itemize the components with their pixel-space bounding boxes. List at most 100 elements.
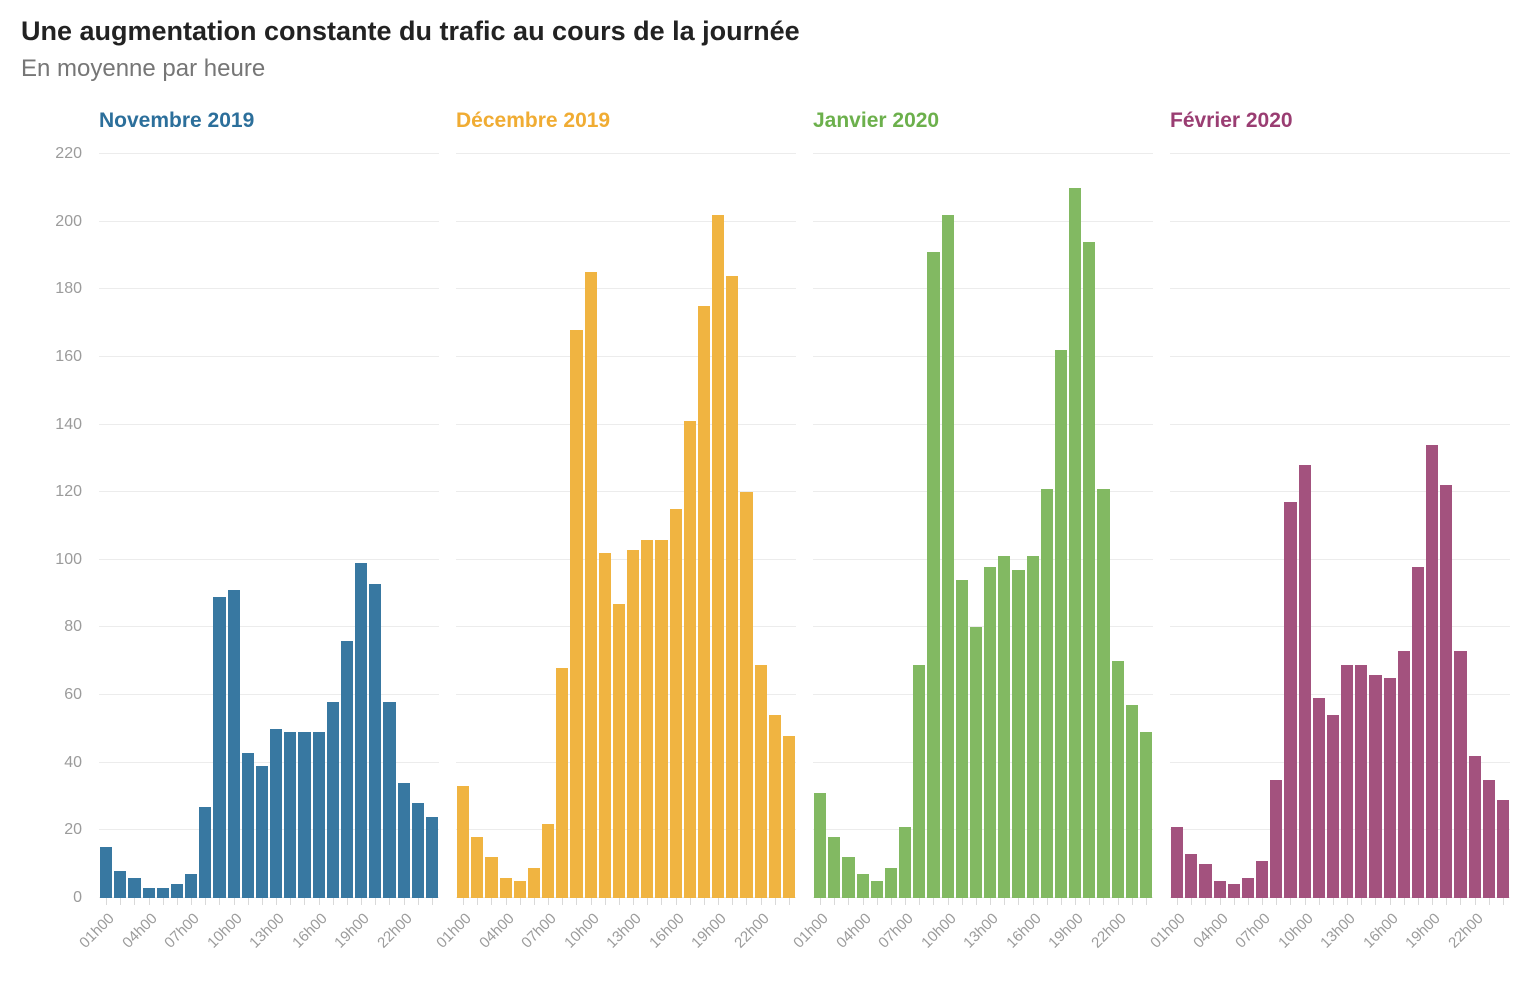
gridline <box>456 626 796 628</box>
x-tick <box>219 898 221 905</box>
bar-02h00 <box>828 837 841 898</box>
x-tick <box>1304 898 1306 905</box>
y-tick-label: 0 <box>73 889 82 906</box>
page-title: Une augmentation constante du trafic au … <box>21 16 800 46</box>
gridline <box>99 829 439 831</box>
bar-19h00 <box>712 214 725 898</box>
x-tick <box>1117 898 1119 905</box>
x-tick <box>463 898 465 905</box>
gridline <box>1170 626 1510 628</box>
x-tick <box>318 898 320 905</box>
bar-01h00 <box>100 847 113 898</box>
bar-07h00 <box>1256 860 1269 898</box>
bar-22h00 <box>1111 661 1124 898</box>
gridline <box>813 220 1153 222</box>
bar-09h00 <box>1284 502 1297 898</box>
x-tick <box>1262 898 1264 905</box>
panel-title: Janvier 2020 <box>813 109 940 132</box>
bar-14h00 <box>998 556 1011 898</box>
x-tick <box>1460 898 1462 905</box>
x-tick <box>233 898 235 905</box>
bar-21h00 <box>740 492 753 898</box>
gridline <box>813 558 1153 560</box>
x-tick <box>346 898 348 905</box>
x-tick <box>633 898 635 905</box>
gridline <box>99 558 439 560</box>
x-tick <box>562 898 564 905</box>
gridline <box>1170 829 1510 831</box>
x-tick <box>120 898 122 905</box>
gridline <box>1170 897 1510 898</box>
gridline <box>99 355 439 357</box>
x-tick <box>389 898 391 905</box>
bar-23h00 <box>1482 779 1495 898</box>
x-tick <box>1276 898 1278 905</box>
x-tick <box>947 898 949 905</box>
x-tick <box>848 898 850 905</box>
gridline <box>99 423 439 425</box>
month-panel-fevrier-2020: Février 2020 01h00 04h00 07h00 10h00 13h00 16h… <box>1148 108 1510 976</box>
bar-03h00 <box>1199 864 1212 898</box>
bar-13h00 <box>1341 664 1354 898</box>
x-tick <box>491 898 493 905</box>
bar-21h00 <box>1454 651 1467 898</box>
bar-19h00 <box>355 563 368 898</box>
x-tick <box>361 898 363 905</box>
x-tick <box>876 898 878 905</box>
bar-07h00 <box>185 874 198 898</box>
x-tick <box>820 898 822 905</box>
gridline <box>1170 491 1510 493</box>
gridline <box>456 220 796 222</box>
bar-16h00 <box>1026 556 1039 898</box>
bar-10h00 <box>941 214 954 898</box>
bars-group <box>99 154 439 898</box>
bar-03h00 <box>128 877 141 898</box>
gridline <box>456 153 796 154</box>
bar-06h00 <box>170 884 184 898</box>
x-tick <box>276 898 278 905</box>
x-tick <box>675 898 677 905</box>
bars-group <box>813 154 1153 898</box>
bar-23h00 <box>411 803 424 898</box>
bar-09h00 <box>213 597 226 898</box>
gridline <box>1170 423 1510 425</box>
bar-08h00 <box>556 668 569 898</box>
x-tick <box>919 898 921 905</box>
x-tick <box>746 898 748 905</box>
bar-04h00 <box>1213 881 1226 898</box>
gridline <box>813 491 1153 493</box>
bar-14h00 <box>284 732 297 898</box>
gridline <box>99 288 439 290</box>
x-tick <box>1145 898 1147 905</box>
gridline <box>456 694 796 696</box>
bar-09h00 <box>927 252 940 898</box>
x-tick <box>689 898 691 905</box>
x-tick <box>375 898 377 905</box>
bar-16h00 <box>669 509 682 898</box>
bar-10h00 <box>1298 465 1311 898</box>
bar-23h00 <box>768 715 781 898</box>
bar-05h00 <box>513 881 526 898</box>
x-tick <box>332 898 334 905</box>
x-axis: 01h00 04h00 07h00 10h00 13h00 16h00 19h00 22h00 <box>77 898 439 976</box>
gridline <box>813 626 1153 628</box>
x-tick <box>1089 898 1091 905</box>
x-tick <box>1233 898 1235 905</box>
x-tick <box>477 898 479 905</box>
x-tick <box>548 898 550 905</box>
x-tick <box>304 898 306 905</box>
bar-05h00 <box>156 887 169 898</box>
bar-17h00 <box>326 701 339 898</box>
bar-08h00 <box>199 806 212 898</box>
bar-02h00 <box>471 837 484 898</box>
x-tick <box>590 898 592 905</box>
x-tick <box>1432 898 1434 905</box>
x-tick <box>431 898 433 905</box>
x-tick <box>862 898 864 905</box>
bar-05h00 <box>870 881 883 898</box>
gridline <box>1170 355 1510 357</box>
gridline <box>456 355 796 357</box>
bar-17h00 <box>1397 651 1410 898</box>
gridline <box>99 220 439 222</box>
x-tick <box>247 898 249 905</box>
